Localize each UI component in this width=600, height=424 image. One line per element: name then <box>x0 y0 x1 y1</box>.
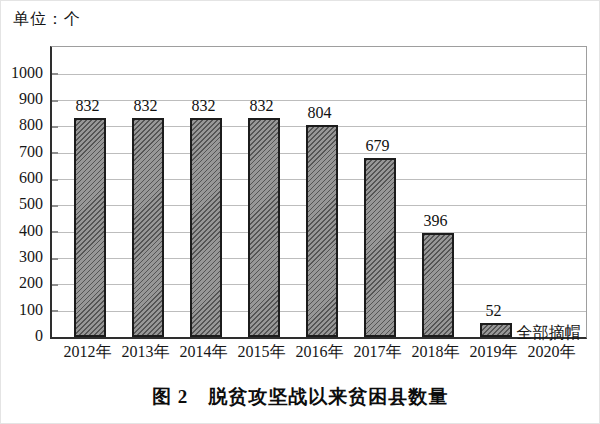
plot-area <box>50 46 587 339</box>
y-tick-800 <box>52 126 58 128</box>
y-axis-label-800: 800 <box>1 116 43 134</box>
annotation-label: 全部摘帽 <box>517 324 581 342</box>
bar-2014年 <box>190 118 222 337</box>
y-tick-100 <box>52 310 58 312</box>
x-axis-label-2020年: 2020年 <box>516 343 588 361</box>
y-tick-300 <box>52 258 58 260</box>
y-axis-label-100: 100 <box>1 301 43 319</box>
bar-value-2017年: 679 <box>346 137 410 155</box>
y-tick-500 <box>52 205 58 207</box>
y-axis-label-600: 600 <box>1 169 43 187</box>
bar-2016年 <box>306 125 338 337</box>
y-axis-label-0: 0 <box>1 327 43 345</box>
bar-2018年 <box>422 233 454 337</box>
y-axis-label-700: 700 <box>1 143 43 161</box>
y-tick-400 <box>52 231 58 233</box>
chart-figure: 单位：个 0 100 200 300 400 500 600 700 800 900 1000 20… <box>0 0 600 424</box>
bar-value-2014年: 832 <box>172 97 236 115</box>
bar-value-2015年: 832 <box>230 97 294 115</box>
y-axis-label-300: 300 <box>1 248 43 266</box>
bar-2017年 <box>364 158 396 337</box>
gridline-1000 <box>52 74 586 75</box>
bar-value-2016年: 804 <box>288 104 352 122</box>
y-tick-700 <box>52 152 58 154</box>
bar-value-2018年: 396 <box>404 212 468 230</box>
y-axis-label-500: 500 <box>1 195 43 213</box>
y-axis-label-1000: 1000 <box>1 64 43 82</box>
bar-2013年 <box>132 118 164 337</box>
y-tick-200 <box>52 284 58 286</box>
y-tick-600 <box>52 179 58 181</box>
y-axis-label-200: 200 <box>1 274 43 292</box>
y-axis-label-900: 900 <box>1 90 43 108</box>
y-tick-1000 <box>52 73 58 75</box>
bar-value-2012年: 832 <box>56 97 120 115</box>
y-axis-label-400: 400 <box>1 222 43 240</box>
bar-value-2019年: 52 <box>462 302 526 320</box>
unit-label: 单位：个 <box>13 9 81 30</box>
bar-2015年 <box>248 118 280 337</box>
bar-2019年 <box>480 323 512 337</box>
bar-value-2013年: 832 <box>114 97 178 115</box>
figure-caption: 图 2 脱贫攻坚战以来贫困县数量 <box>1 384 599 410</box>
bar-2012年 <box>74 118 106 337</box>
